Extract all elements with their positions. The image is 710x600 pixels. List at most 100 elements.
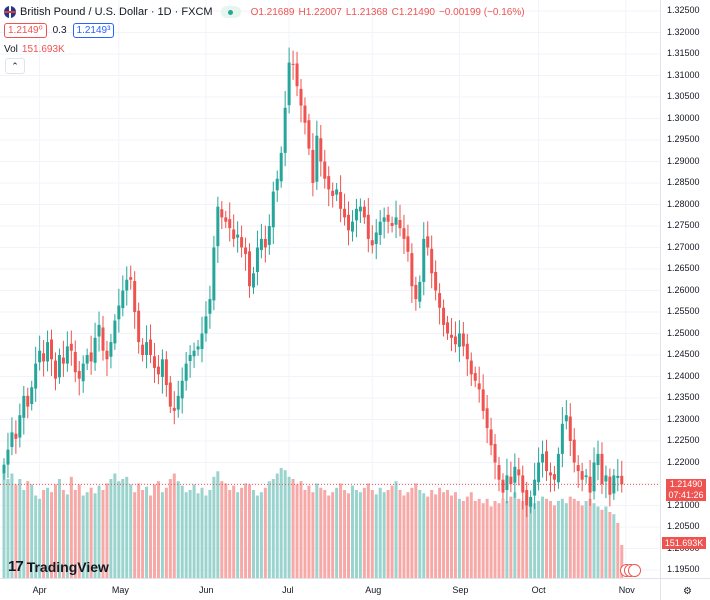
candle-body [228, 219, 232, 229]
economic-events-icon[interactable] [620, 564, 642, 577]
symbol-title[interactable]: British Pound / U.S. Dollar · 1D · FXCM [20, 6, 213, 18]
volume-bar [612, 514, 616, 578]
candle-body [244, 247, 248, 254]
candle-body [350, 221, 354, 232]
volume-legend: Vol 151.693K [4, 44, 65, 55]
event-marker-icon[interactable] [628, 564, 641, 577]
sell-button[interactable]: 1.2149⁰ [4, 23, 47, 38]
candle-body [251, 273, 255, 288]
candle-body [335, 189, 339, 195]
volume-bar [85, 492, 89, 578]
candle-body [283, 107, 287, 153]
candle-body [366, 214, 370, 239]
candle-body [370, 240, 374, 246]
candle-body [533, 479, 537, 496]
candle-body [248, 251, 252, 287]
candle-body [394, 217, 398, 225]
candle-body [347, 214, 351, 231]
volume-bar [398, 490, 402, 578]
volume-bar [394, 481, 398, 578]
candle-body [81, 363, 85, 382]
volume-bar [244, 483, 248, 578]
candle-body [184, 363, 188, 381]
volume-bar [176, 481, 180, 578]
price-tick-label: 1.27500 [667, 220, 700, 230]
candle-body [117, 305, 121, 320]
candle-body [596, 453, 600, 466]
candle-body [34, 363, 38, 389]
candle-body [481, 389, 485, 411]
candle-body [469, 360, 473, 375]
candle-body [259, 238, 263, 251]
candle-body [453, 336, 457, 345]
candle-body [331, 190, 335, 196]
candle-body [295, 63, 299, 87]
volume-bar [152, 484, 156, 578]
candle-body [442, 307, 446, 325]
candle-body [529, 496, 533, 507]
candle-body [93, 337, 97, 363]
volume-bar [224, 483, 228, 578]
price-tick-label: 1.27000 [667, 241, 700, 252]
volume-bar [517, 498, 521, 578]
candle-body [224, 217, 228, 222]
candle-body [299, 88, 303, 106]
volume-bar [358, 492, 362, 578]
volume-bar [34, 495, 38, 578]
volume-bar [97, 485, 101, 578]
candle-body [580, 471, 584, 480]
candle-body [212, 247, 216, 301]
ohlc-open: O1.21689 [250, 6, 295, 18]
candle-body [240, 237, 244, 248]
candle-body [121, 290, 125, 309]
candle-body [600, 453, 604, 484]
candle-body [18, 415, 22, 438]
volume-bar [196, 493, 200, 578]
volume-bar [529, 498, 533, 578]
candle-body [398, 219, 402, 229]
volume-bar [22, 490, 26, 578]
collapse-legend-button[interactable]: ⌃ [5, 58, 25, 74]
candle-body [14, 433, 18, 439]
volume-bar [232, 485, 236, 578]
volume-bar [418, 490, 422, 578]
market-status-icon[interactable] [220, 6, 241, 18]
volume-bar [596, 506, 600, 578]
time-tick-label: Nov [618, 585, 635, 595]
volume-bar [42, 490, 46, 578]
volume-bar [101, 490, 105, 578]
volume-bar [343, 490, 347, 578]
price-tick-label: 1.32500 [667, 5, 700, 15]
buy-button[interactable]: 1.2149³ [72, 23, 115, 38]
volume-bar [449, 495, 453, 578]
candle-body [548, 472, 552, 476]
volume-bar [576, 501, 580, 578]
time-tick-label: Apr [32, 585, 47, 595]
volume-bar [434, 494, 438, 578]
candle-body [509, 476, 513, 484]
volume-bar [406, 492, 410, 578]
candle-body [50, 339, 54, 360]
candle-body [327, 176, 331, 190]
volume-bar [141, 490, 145, 578]
tradingview-logo[interactable]: 17 TradingView [8, 558, 109, 575]
candle-body [10, 432, 14, 448]
volume-bar [164, 487, 168, 578]
candle-body [279, 152, 283, 182]
volume-bar [580, 505, 584, 578]
candle-body [137, 310, 141, 343]
settings-gear-icon[interactable]: ⚙ [683, 586, 692, 597]
volume-bar [430, 490, 434, 578]
candle-body [232, 229, 236, 239]
candle-body [501, 479, 505, 493]
volume-bar [65, 494, 69, 578]
volume-bar [370, 490, 374, 578]
volume-bar [61, 490, 65, 578]
volume-bar [69, 476, 73, 578]
price-tick-label: 1.31500 [667, 48, 700, 58]
candle-body [465, 343, 469, 360]
volume-bar [327, 495, 331, 578]
price-tick-label: 1.26500 [667, 263, 700, 273]
